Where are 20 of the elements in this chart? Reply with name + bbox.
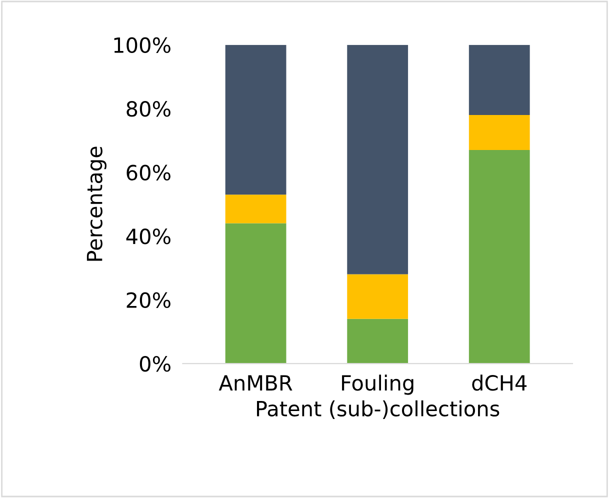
y-tick-label: 60%: [126, 164, 170, 181]
bar: [468, 150, 530, 364]
bar: [347, 44, 408, 274]
x-axis-title: Patent (sub-)collections: [257, 400, 500, 419]
bar: [347, 274, 408, 319]
bar: [468, 114, 530, 150]
y-tick-label: 40%: [126, 228, 170, 244]
y-tick-label: 100%: [114, 37, 170, 54]
y-tick-label: 20%: [126, 292, 170, 308]
bar: [225, 44, 286, 195]
bar: [225, 223, 286, 364]
bar: [468, 44, 530, 115]
bar: [347, 318, 408, 364]
x-tick-label: AnMBR: [218, 375, 292, 390]
y-tick-label: 80%: [126, 101, 170, 117]
y-tick-label: 0%: [140, 356, 170, 372]
bar: [225, 194, 286, 224]
y-axis-title: Percentage: [86, 146, 106, 261]
x-tick-label: Fouling: [342, 374, 414, 395]
x-tick-label: dCH4: [472, 374, 527, 391]
